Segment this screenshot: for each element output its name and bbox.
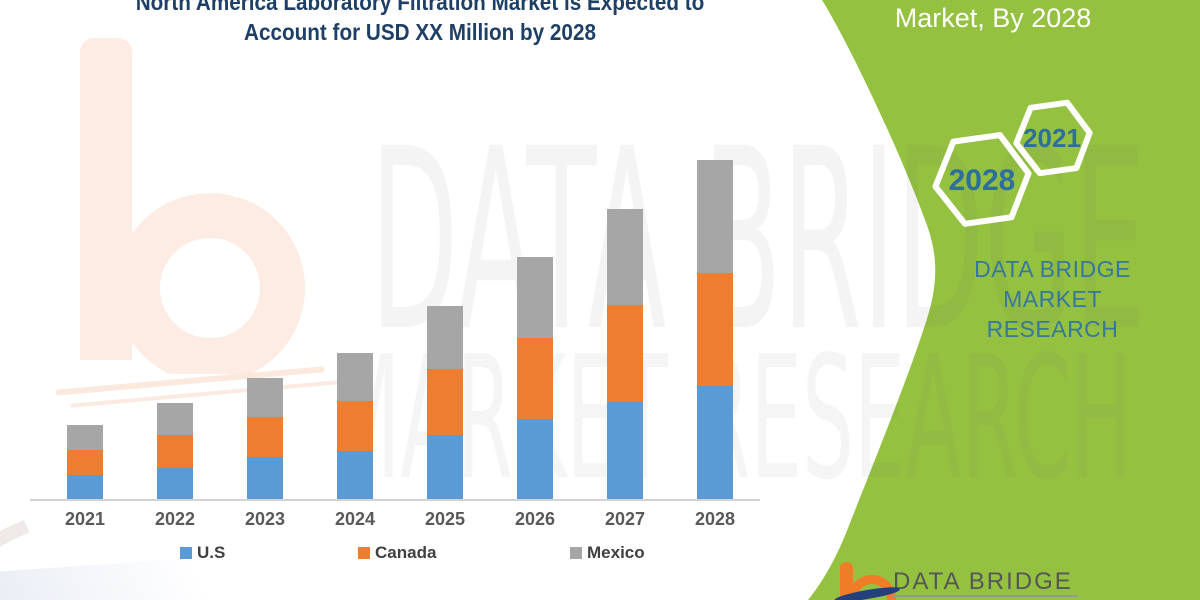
bar-2021	[67, 425, 103, 499]
bar-2027-us	[607, 402, 643, 499]
legend-label: Mexico	[587, 543, 645, 562]
legend-label: Canada	[375, 543, 437, 562]
bar-2024	[337, 353, 373, 499]
x-label-2025: 2025	[424, 509, 466, 529]
hexagon-2021	[1013, 99, 1093, 177]
bar-2024-mexico	[337, 353, 373, 401]
bar-2026-us	[517, 419, 553, 499]
bar-2025-us	[427, 435, 463, 499]
bar-2027-mexico	[607, 209, 643, 305]
bar-2022-us	[157, 468, 193, 499]
hexagon-2028	[932, 132, 1032, 227]
chart-title: North America Laboratory Filtration Mark…	[96, 0, 744, 47]
bar-2021-canada	[67, 450, 103, 475]
brand-text: DATA BRIDGE MARKET RESEARCH	[930, 254, 1175, 344]
chart-title-line2: Account for USD XX Million by 2028	[244, 19, 596, 45]
logo-wordmark: DATA BRIDGE	[893, 568, 1073, 595]
hexagon-year-2028: 2028	[948, 164, 1016, 197]
legend-item-us: U.S	[180, 543, 225, 563]
panel-heading: Market, By 2028	[894, 3, 1092, 33]
bar-2022	[157, 403, 193, 499]
logo-subtext: MARKET RESEARCH	[894, 598, 1069, 600]
bar-2028-us	[697, 386, 733, 499]
legend-label: U.S	[197, 543, 226, 562]
logo-underline	[892, 595, 1078, 597]
hexagon-year-2021: 2021	[1023, 123, 1081, 153]
bar-2025	[427, 306, 463, 499]
x-label-2024: 2024	[334, 509, 376, 529]
bar-2022-canada	[157, 435, 193, 468]
bar-2026-canada	[517, 338, 553, 419]
bar-2028-canada	[697, 273, 733, 386]
bar-2024-us	[337, 451, 373, 499]
x-label-2023: 2023	[244, 509, 286, 529]
bar-2027	[607, 209, 643, 499]
x-axis-line	[30, 499, 760, 501]
legend-item-mexico: Mexico	[570, 543, 645, 563]
bar-2027-canada	[607, 305, 643, 402]
bar-2023-canada	[247, 417, 283, 457]
x-label-2021: 2021	[64, 509, 106, 529]
brand-text-line2: RESEARCH	[986, 316, 1119, 342]
x-label-2026: 2026	[514, 509, 556, 529]
bar-2023	[247, 378, 283, 499]
legend-item-canada: Canada	[358, 543, 436, 563]
bar-2023-us	[247, 457, 283, 499]
legend-swatch-icon	[180, 547, 192, 559]
chart-title-line1: North America Laboratory Filtration Mark…	[135, 0, 705, 15]
legend-swatch-icon	[570, 547, 582, 559]
bar-2023-mexico	[247, 378, 283, 417]
bar-2025-canada	[427, 369, 463, 435]
bar-2025-mexico	[427, 306, 463, 369]
x-label-2027: 2027	[604, 509, 646, 529]
x-label-2022: 2022	[154, 509, 196, 529]
bar-2028-mexico	[697, 160, 733, 273]
bar-2026-mexico	[517, 257, 553, 338]
bar-2026	[517, 257, 553, 499]
x-label-2028: 2028	[694, 509, 736, 529]
bar-2022-mexico	[157, 403, 193, 435]
bar-2028	[697, 160, 733, 499]
legend-swatch-icon	[358, 547, 370, 559]
bar-2021-us	[67, 475, 103, 499]
bar-2024-canada	[337, 401, 373, 451]
brand-text-line1: DATA BRIDGE MARKET	[974, 256, 1131, 312]
bar-2021-mexico	[67, 425, 103, 450]
